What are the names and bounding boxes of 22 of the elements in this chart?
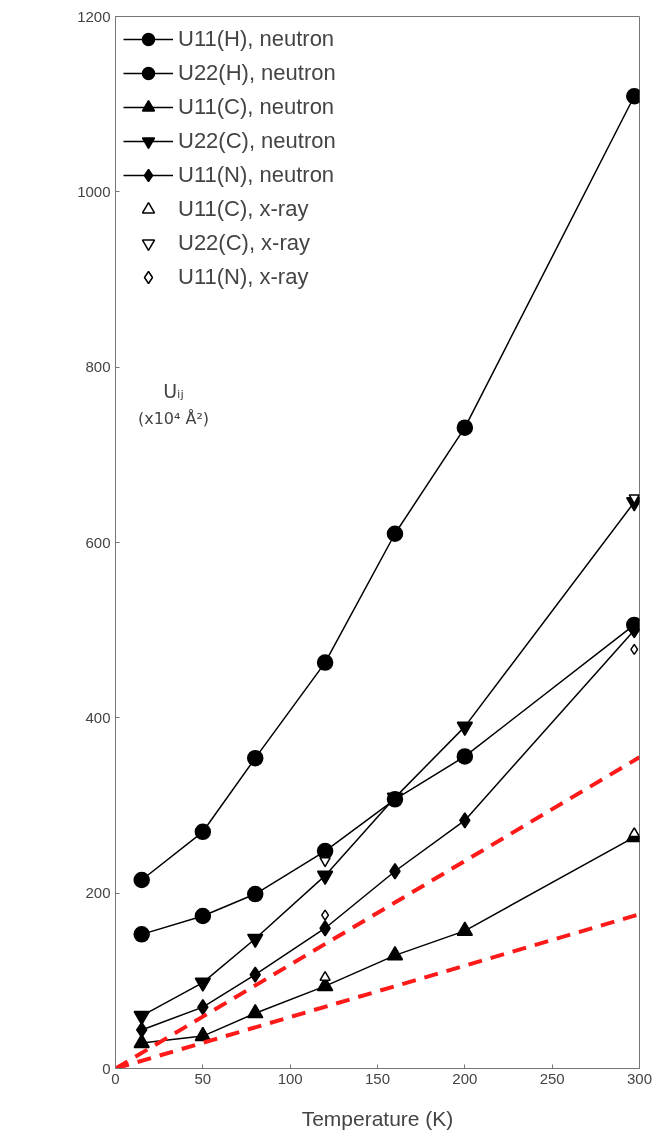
legend-label: U22(C), x-ray <box>178 229 311 257</box>
y-tick-label: 800 <box>85 358 111 376</box>
x-tick-label: 100 <box>277 1069 303 1087</box>
legend-label: U22(C), neutron <box>178 127 336 155</box>
x-axis-title: Temperature (K) <box>301 1106 454 1130</box>
legend-label: U11(N), x-ray <box>178 263 309 291</box>
x-tick-label: 250 <box>539 1069 565 1087</box>
x-tick-label: 150 <box>364 1069 391 1087</box>
legend-label: U22(H), neutron <box>178 59 336 87</box>
y-axis-title: Uᵢⱼ (x10⁴ Å²) <box>137 379 210 428</box>
legend-label: U11(C), neutron <box>178 93 335 121</box>
legend-label: U11(H), neutron <box>178 25 335 53</box>
x-tick-label: 200 <box>452 1069 478 1087</box>
y-tick-label: 400 <box>85 708 111 726</box>
legend-label: U11(C), x-ray <box>178 195 309 223</box>
y-tick-label: 200 <box>85 884 111 902</box>
legend-label: U11(N), neutron <box>178 161 335 189</box>
y-tick-label: 1000 <box>77 182 111 200</box>
y-tick-label: 600 <box>85 533 111 551</box>
x-tick-label: 300 <box>626 1069 653 1087</box>
x-tick-label: 50 <box>194 1069 212 1087</box>
y-tick-label: 1200 <box>77 7 111 25</box>
